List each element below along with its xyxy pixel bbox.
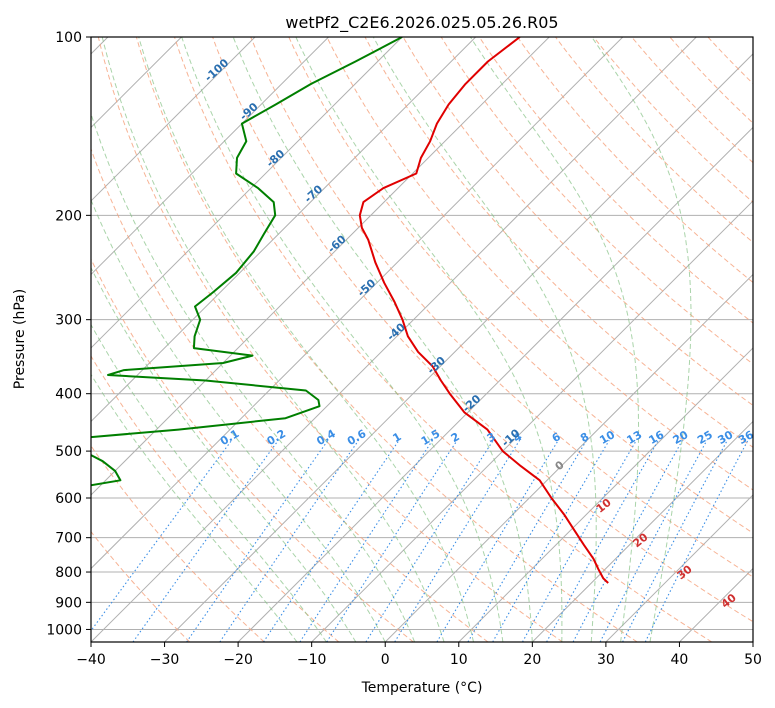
x-tick-label: 0 [381,652,390,668]
dry-adiabat [440,37,753,365]
x-tick-label: −10 [297,652,327,668]
x-tick-label: 50 [744,652,762,668]
mixing-ratio-line [522,440,637,642]
isotherm-line [91,37,697,642]
dry-adiabat [250,37,753,578]
chart-title: wetPf2_C2E6.2026.025.05.26.R05 [285,13,558,33]
dry-adiabat [91,258,414,642]
y-tick-label: 600 [55,491,82,507]
isotherm-line [164,53,753,642]
y-tick-label: 400 [55,387,82,403]
x-tick-label: 40 [671,652,689,668]
moist-adiabat [138,37,474,642]
isotherm-line [91,37,329,276]
isotherm-line [605,494,753,642]
moist-adiabat [591,37,692,642]
axes: −40 −30 −20 −10 0 10 20 30 40 50 100 200 300 400 500 60… [46,30,762,668]
mixing-ratio-line [219,439,360,642]
isotherm-line [531,420,753,642]
plot-frame [90,36,754,643]
dewpoint-profile [91,37,403,487]
mixing-ratio-line [436,440,559,642]
moist-adiabat [91,266,357,642]
dry-adiabat [97,37,563,642]
moist-adiabat [101,37,445,642]
moist-adiabat [372,37,597,642]
mixing-ratio-line [467,440,588,642]
y-tick-label: 300 [55,313,82,329]
dry-adiabat [364,37,753,448]
dry-adiabat [631,37,753,164]
dry-adiabat [593,37,753,203]
moist-adiabat [91,198,386,642]
isotherm-line [237,126,753,642]
dry-adiabat [478,37,753,324]
dry-adiabat [326,37,753,491]
mixing-ratio-line [186,439,329,642]
y-tick-label: 500 [55,444,82,460]
temperature-profile [358,37,609,584]
moist-adiabat [91,112,416,642]
isotherm-line [91,37,477,423]
mixing-ratio-line [132,439,279,642]
background-lines [91,37,753,642]
moist-adiabat [232,37,533,642]
y-tick-label: 700 [55,531,82,547]
y-tick-label: 900 [55,595,82,611]
dry-adiabat [212,37,753,623]
dry-adiabat [402,37,753,406]
mixing-ratio-line [644,440,749,642]
y-tick-label: 1000 [46,622,82,638]
mixing-ratio-line [91,439,233,632]
moist-adiabat [295,37,563,642]
moist-adiabat [91,323,327,642]
profiles [91,37,609,584]
dry-adiabat [135,37,638,642]
x-tick-label: −30 [150,652,180,668]
x-tick-label: 30 [597,652,615,668]
x-tick-label: 10 [450,652,468,668]
dry-adiabat [516,37,753,284]
y-tick-label: 200 [55,208,82,224]
isotherm-line [384,273,753,642]
mixing-ratio-line [263,439,400,642]
y-tick-label: 100 [55,30,82,46]
isotherm-line [91,37,256,202]
isotherm-line [458,347,753,642]
x-tick-label: 20 [523,652,541,668]
isotherm-line [91,37,624,570]
mixing-ratio-line [394,440,521,642]
mixing-ratio-line [622,440,728,642]
dry-adiabat [91,355,340,642]
moist-adiabat [91,373,298,642]
dry-adiabat [174,37,713,642]
y-axis-label: Pressure (hPa) [12,289,28,389]
x-axis-label: Temperature (°C) [361,680,483,696]
x-tick-label: −40 [76,652,106,668]
dry-adiabat [91,147,489,642]
x-tick-label: −20 [223,652,253,668]
mixing-ratio-line [299,439,434,642]
dry-adiabat [91,530,191,642]
dry-adiabat [288,37,753,534]
y-tick-label: 800 [55,565,82,581]
